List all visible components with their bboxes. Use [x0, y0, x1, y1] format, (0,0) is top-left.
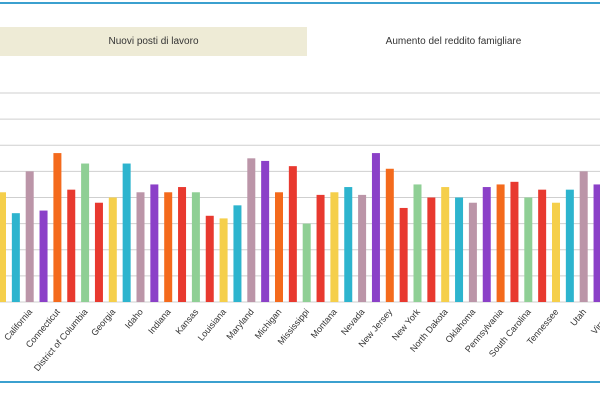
- bar: [94, 202, 103, 302]
- bar: [330, 192, 339, 302]
- bar: [122, 163, 131, 302]
- x-tick-label: Idaho: [123, 307, 145, 331]
- bar: [261, 160, 270, 302]
- x-tick-label: Indiana: [146, 307, 173, 336]
- bar: [219, 218, 228, 302]
- bar: [496, 184, 505, 302]
- bar: [205, 215, 214, 302]
- tab[interactable]: Nuovi posti di lavoro: [0, 27, 307, 56]
- bar: [247, 158, 256, 302]
- top-rule: [0, 2, 600, 4]
- bar: [565, 189, 574, 302]
- bar: [53, 153, 62, 302]
- x-tick-label: Louisiana: [196, 307, 228, 343]
- bar: [455, 197, 464, 302]
- bar: [302, 223, 311, 302]
- bar: [316, 194, 325, 302]
- bar: [482, 187, 491, 302]
- bar: [510, 181, 519, 302]
- bar: [385, 168, 394, 302]
- bar: [427, 197, 436, 302]
- bar: [67, 189, 76, 302]
- bar: [150, 184, 159, 302]
- bar: [579, 171, 588, 302]
- bar: [164, 192, 173, 302]
- bar: [538, 189, 547, 302]
- bar: [358, 194, 367, 302]
- bar: [524, 197, 533, 302]
- bar: [468, 202, 477, 302]
- bar: [413, 184, 422, 302]
- x-tick-label: Montana: [309, 307, 339, 340]
- bar: [191, 192, 200, 302]
- bar: [399, 207, 408, 302]
- bar: [593, 184, 600, 302]
- bar: [441, 187, 450, 302]
- bar: [136, 192, 145, 302]
- bar: [178, 187, 187, 302]
- bar: [39, 210, 48, 302]
- bottom-rule: [0, 381, 600, 383]
- x-tick-label: Maryland: [224, 307, 255, 342]
- bar: [25, 171, 34, 302]
- x-tick-label: District of Columbia: [32, 307, 90, 373]
- bar: [108, 197, 117, 302]
- x-tick-label: Georgia: [89, 307, 117, 338]
- x-tick-label: Virginia: [589, 307, 600, 336]
- bar: [371, 153, 380, 302]
- bar: [81, 163, 90, 302]
- bar: [344, 187, 353, 302]
- bar: [233, 205, 242, 302]
- x-tick-label: Utah: [568, 307, 588, 328]
- x-tick-label: Nevada: [339, 307, 367, 337]
- bar: [11, 213, 20, 302]
- x-tick-label: Kansas: [173, 306, 200, 336]
- bar: [552, 202, 560, 302]
- bar: [275, 192, 283, 302]
- bar: [0, 192, 6, 302]
- bar: [288, 166, 297, 302]
- tab-active[interactable]: Aumento del reddito famigliare: [307, 27, 600, 56]
